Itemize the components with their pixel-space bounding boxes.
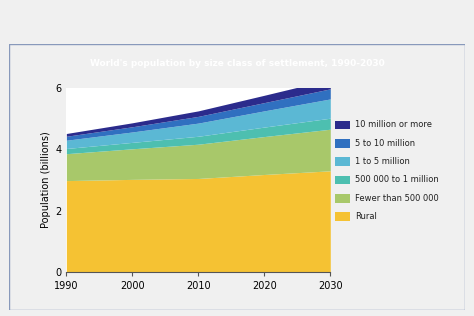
Bar <box>335 176 350 185</box>
Text: 500 000 to 1 million: 500 000 to 1 million <box>355 175 439 185</box>
Text: World's population by size class of settlement, 1990-2030: World's population by size class of sett… <box>90 59 384 68</box>
Text: 5 to 10 million: 5 to 10 million <box>355 139 415 148</box>
Text: Fewer than 500 000: Fewer than 500 000 <box>355 194 439 203</box>
Bar <box>335 157 350 166</box>
Text: 1 to 5 million: 1 to 5 million <box>355 157 410 166</box>
Y-axis label: Population (billions): Population (billions) <box>41 132 51 228</box>
Text: 10 million or more: 10 million or more <box>355 120 432 130</box>
Bar <box>335 194 350 203</box>
Bar <box>335 139 350 148</box>
Bar <box>335 120 350 129</box>
Bar <box>335 212 350 221</box>
Text: Rural: Rural <box>355 212 377 221</box>
